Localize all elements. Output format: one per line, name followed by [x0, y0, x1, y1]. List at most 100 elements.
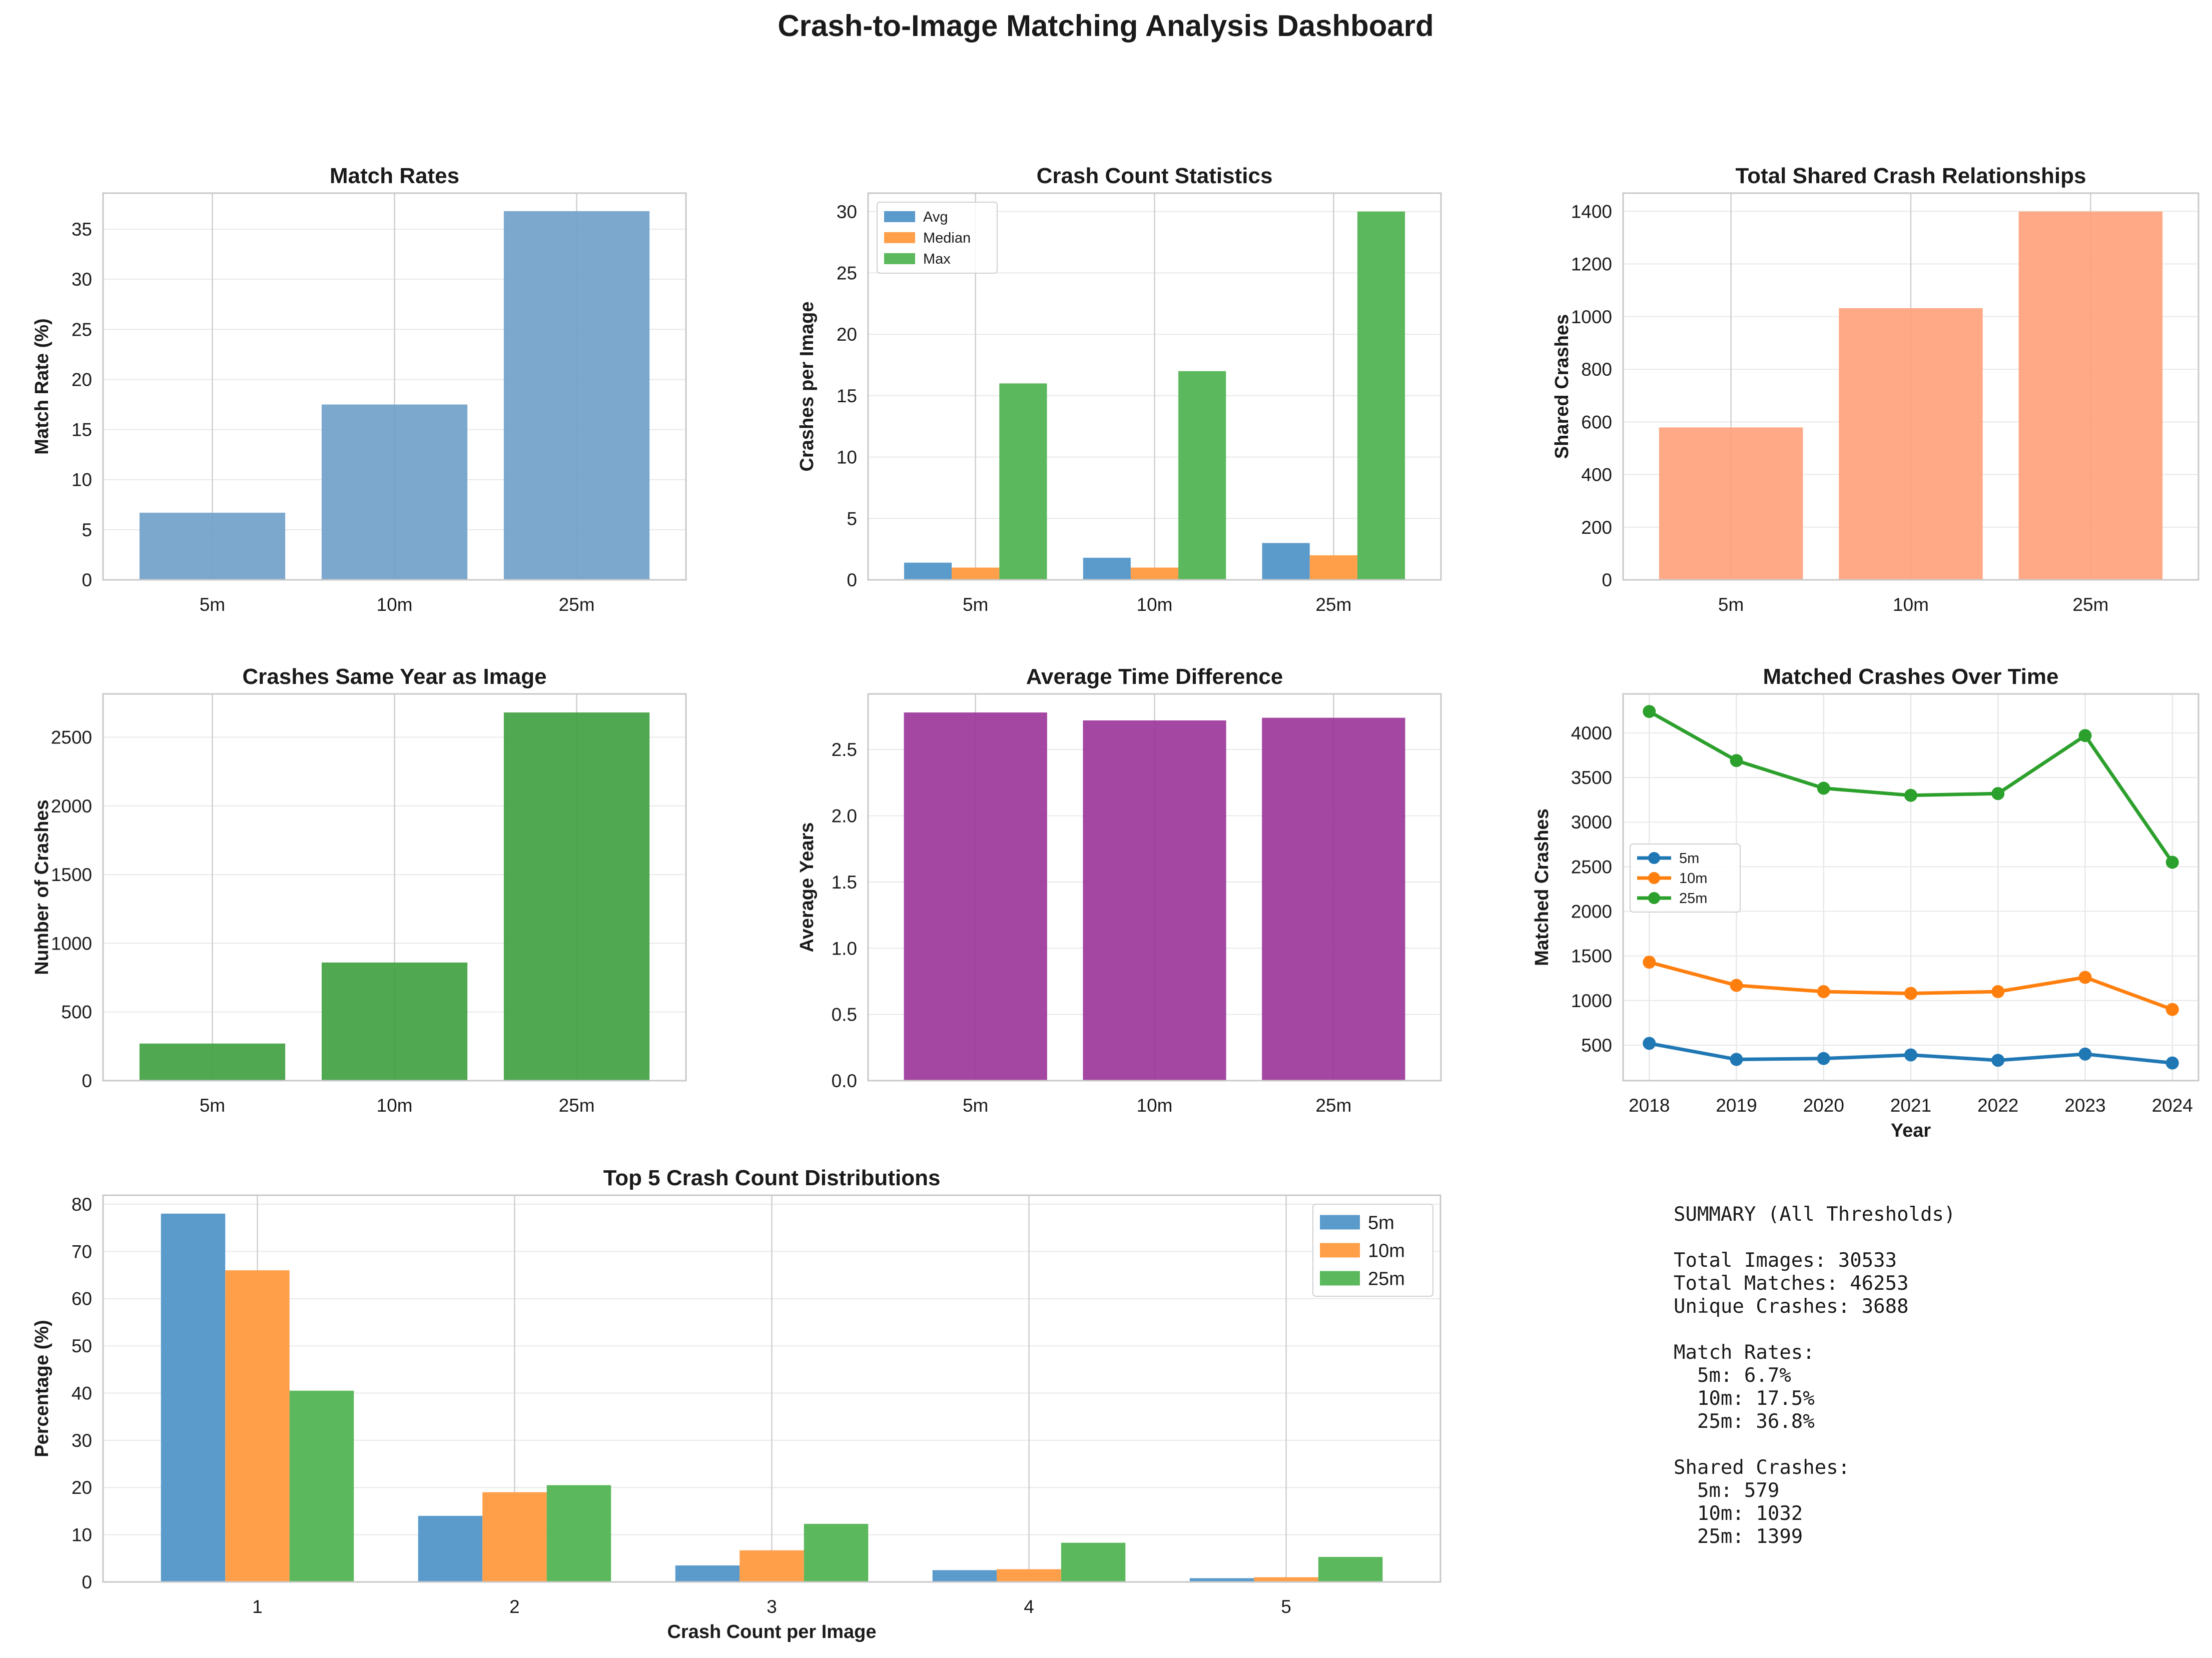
- chart-1: 0 5 10 15 20 25 30 35 5m 10m 25m Match Rates Match R…: [32, 164, 687, 615]
- point-5m-2019: [1730, 1053, 1743, 1066]
- legend: 5m 10m 25m: [1312, 1204, 1433, 1297]
- summary-line: Total Images: 30533: [1674, 1249, 1897, 1272]
- y-axis-label: Average Years: [797, 822, 818, 953]
- legend-swatch: [1320, 1271, 1360, 1286]
- y-tick-label: 20: [72, 369, 92, 390]
- legend-marker: [1648, 892, 1660, 904]
- bar-25m-1: [289, 1390, 354, 1582]
- x-tick-label: 5m: [200, 1095, 225, 1116]
- x-tick-label: 25m: [1315, 1095, 1351, 1116]
- summary-line: Total Matches: 46253: [1674, 1272, 1909, 1295]
- y-tick-label: 800: [1581, 359, 1612, 380]
- y-axis-label: Number of Crashes: [32, 799, 53, 975]
- chart-title: Total Shared Crash Relationships: [1736, 164, 2086, 188]
- y-tick-label: 70: [72, 1241, 92, 1262]
- x-tick-label: 2024: [2152, 1095, 2193, 1116]
- y-tick-label: 0: [82, 1071, 92, 1091]
- x-tick-label: 2022: [1977, 1095, 2018, 1116]
- legend-label: 10m: [1368, 1240, 1405, 1261]
- y-axis-label: Crashes per Image: [797, 301, 818, 471]
- y-tick-label: 25: [72, 319, 92, 340]
- x-tick-label: 1: [252, 1596, 263, 1617]
- y-tick-label: 0: [82, 570, 92, 590]
- y-tick-label: 4000: [1571, 723, 1612, 743]
- y-tick-label: 80: [72, 1194, 92, 1215]
- x-tick-label: 2018: [1629, 1095, 1670, 1116]
- bar-5m: [1659, 427, 1803, 580]
- y-axis-label: Matched Crashes: [1532, 808, 1553, 966]
- chart-4: 0 500 1000 1500 2000 2500 5m 10m 25m Crashes Same…: [32, 664, 687, 1116]
- point-5m-2022: [1991, 1054, 2005, 1067]
- point-10m-2019: [1730, 979, 1743, 992]
- y-tick-label: 400: [1581, 465, 1612, 485]
- plot-frame: [102, 693, 687, 1082]
- y-tick-label: 40: [72, 1383, 92, 1403]
- bar-Median-5m: [952, 567, 1000, 580]
- point-5m-2023: [2078, 1047, 2092, 1061]
- bar-10m-3: [740, 1550, 804, 1582]
- summary-panel: SUMMARY (All Thresholds) Total Images: 30…: [1674, 1203, 1956, 1548]
- y-tick-label: 1.5: [832, 872, 857, 893]
- bar-25m: [2018, 211, 2163, 580]
- legend-swatch: [1320, 1215, 1360, 1230]
- point-10m-2023: [2078, 971, 2092, 984]
- chart-title: Top 5 Crash Count Distributions: [603, 1166, 941, 1190]
- point-10m-2020: [1817, 985, 1830, 999]
- bar-10m: [321, 962, 468, 1081]
- y-tick-label: 2500: [51, 727, 92, 747]
- point-25m-2020: [1817, 781, 1830, 795]
- y-tick-label: 10: [72, 470, 92, 490]
- bar-Avg-10m: [1083, 557, 1131, 580]
- y-tick-label: 1.0: [832, 938, 857, 959]
- y-tick-label: 20: [72, 1477, 92, 1498]
- legend-label: Median: [923, 230, 971, 246]
- chart-3: 0 200 400 600 800 1000 1200 1400 5m 10m 25m Total S…: [1552, 164, 2199, 615]
- x-tick-label: 5: [1281, 1596, 1291, 1617]
- y-tick-label: 2500: [1571, 857, 1612, 877]
- bar-5m-4: [932, 1570, 997, 1582]
- plot-frame: [102, 1194, 1441, 1583]
- y-tick-label: 0: [82, 1572, 92, 1592]
- y-axis-label: Match Rate (%): [32, 318, 53, 454]
- point-5m-2021: [1904, 1048, 1917, 1062]
- chart-2: 0 5 10 15 20 25 30 5m 10m 25m Crash Count Statisti…: [797, 164, 1442, 615]
- y-tick-label: 2.5: [832, 739, 857, 760]
- bar-25m-3: [804, 1523, 869, 1582]
- legend-label: Max: [923, 251, 951, 267]
- plot-frame: [867, 693, 1442, 1082]
- summary-line: [1674, 1433, 1956, 1456]
- bar-10m-5: [1254, 1577, 1318, 1582]
- summary-line: Unique Crashes: 3688: [1674, 1295, 1909, 1318]
- legend-swatch: [1320, 1243, 1360, 1258]
- bar-10m-2: [482, 1492, 547, 1582]
- x-tick-label: 10m: [1137, 594, 1173, 615]
- y-tick-label: 1500: [1571, 946, 1612, 967]
- x-tick-label: 25m: [559, 1095, 595, 1116]
- bar-10m: [321, 404, 468, 580]
- plot-frame: [867, 192, 1442, 581]
- x-tick-label: 3: [767, 1596, 777, 1617]
- x-tick-label: 5m: [963, 1095, 988, 1116]
- summary-line: [1674, 1226, 1956, 1249]
- y-tick-label: 3000: [1571, 812, 1612, 833]
- bar-5m: [139, 512, 286, 580]
- bar-10m: [1839, 308, 1983, 580]
- legend-swatch: [884, 211, 915, 223]
- x-tick-label: 10m: [1137, 1095, 1173, 1116]
- chart-title: Crash Count Statistics: [1037, 164, 1273, 188]
- summary-line: [1674, 1318, 1956, 1341]
- y-tick-label: 15: [837, 386, 857, 406]
- y-axis-label: Percentage (%): [32, 1320, 53, 1457]
- legend-label: 25m: [1368, 1268, 1405, 1289]
- y-tick-label: 1500: [51, 865, 92, 885]
- y-tick-label: 2.0: [832, 806, 857, 826]
- bar-25m: [503, 712, 650, 1081]
- bar-Median-25m: [1309, 555, 1357, 580]
- point-10m-2022: [1991, 985, 2005, 999]
- y-tick-label: 2000: [51, 796, 92, 816]
- bar-25m: [503, 211, 650, 580]
- x-tick-label: 5m: [963, 594, 988, 615]
- y-tick-label: 1400: [1571, 201, 1612, 222]
- x-tick-label: 2020: [1803, 1095, 1844, 1116]
- point-5m-2018: [1643, 1037, 1656, 1050]
